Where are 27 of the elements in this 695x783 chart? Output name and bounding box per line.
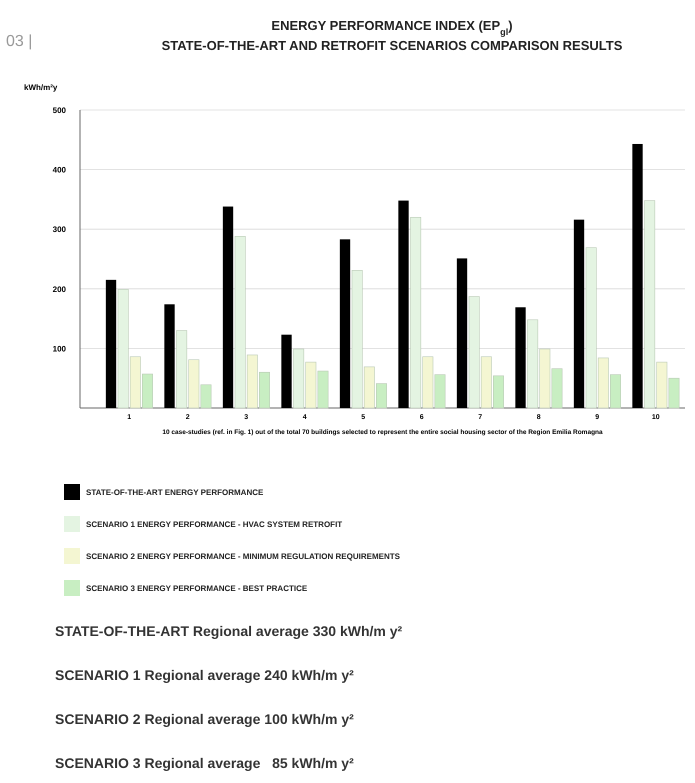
y-tick-label: 400 — [52, 166, 67, 175]
bar — [515, 307, 526, 408]
text: SCENARIO 3 Regional average 85 kWh/m y² — [55, 755, 354, 771]
y-tick-label: 300 — [52, 225, 67, 234]
legend-label: SCENARIO 3 ENERGY PERFORMANCE - BEST PRACTICE — [86, 584, 308, 593]
bar — [574, 220, 584, 408]
chart-title: ENERGY PERFORMANCE INDEX (EP$_{gl}$) — [271, 18, 513, 37]
text: SCENARIO 1 Regional average 240 kWh/m y² — [55, 667, 354, 683]
bar — [632, 144, 643, 408]
text: 03 | — [6, 33, 32, 50]
bar — [222, 206, 234, 408]
y-axis-title: kWh/m²y — [24, 83, 58, 92]
text: STATE-OF-THE-ART Regional average 330 kWh/m y² — [55, 623, 403, 639]
y-tick-label: 500 — [52, 106, 67, 115]
bar — [340, 239, 350, 408]
y-tick-label: 200 — [52, 284, 67, 294]
legend-label: STATE-OF-THE-ART ENERGY PERFORMANCE — [86, 488, 264, 497]
chart-subtitle: STATE-OF-THE-ART AND RETROFIT SCENARIOS COMPARISON RESULTS — [162, 38, 623, 53]
legend-label: SCENARIO 2 ENERGY PERFORMANCE - MINIMUM REGULATION REQUIREMENTS — [86, 552, 401, 561]
y-tick-label: 100 — [52, 344, 67, 354]
bar — [281, 334, 292, 408]
bar — [164, 304, 175, 408]
legend-label: SCENARIO 1 ENERGY PERFORMANCE - HVAC SYSTEM RETROFIT — [86, 520, 342, 529]
bar — [456, 258, 468, 408]
text: SCENARIO 2 Regional average 100 kWh/m y² — [55, 711, 354, 727]
bar — [398, 200, 409, 408]
bar — [106, 280, 116, 408]
